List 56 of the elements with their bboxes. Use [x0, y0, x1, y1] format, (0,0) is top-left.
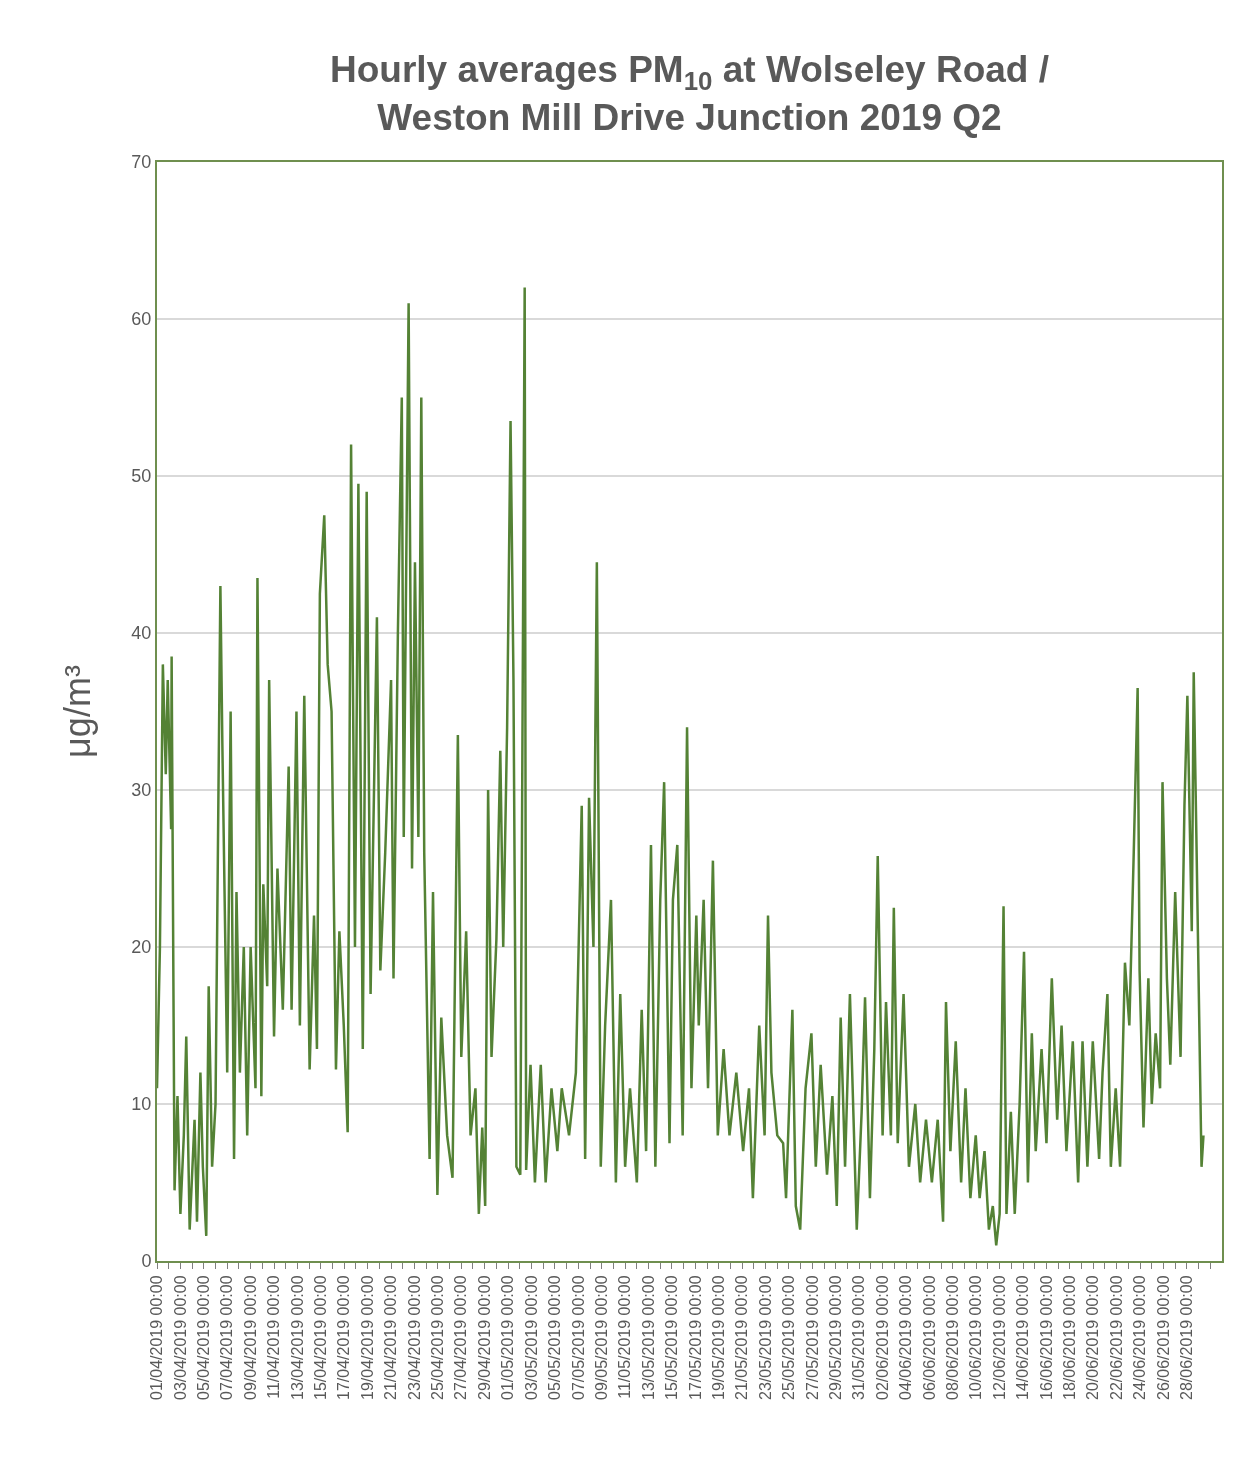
x-tick-label: 16/06/2019 00:00 [1037, 1275, 1055, 1400]
x-tick-label: 28/06/2019 00:00 [1178, 1275, 1196, 1400]
x-tick-label: 26/06/2019 00:00 [1154, 1275, 1172, 1400]
x-tick-label: 19/05/2019 00:00 [709, 1275, 727, 1400]
x-tick-label: 15/04/2019 00:00 [312, 1275, 330, 1400]
x-tick-label: 22/06/2019 00:00 [1107, 1275, 1125, 1400]
x-tick-label: 01/04/2019 00:00 [148, 1275, 166, 1400]
y-tick-label: 60 [131, 309, 152, 330]
x-tick-label: 06/06/2019 00:00 [920, 1275, 938, 1400]
x-tick-label: 25/04/2019 00:00 [429, 1275, 447, 1400]
y-tick-label: 70 [131, 152, 152, 173]
y-tick-label: 10 [131, 1094, 152, 1115]
x-tick-label: 10/06/2019 00:00 [967, 1275, 985, 1400]
x-tick-label: 08/06/2019 00:00 [944, 1275, 962, 1400]
chart-title: Hourly averages PM$_{10}$ at Wolseley Road / Weston Mill Drive Junction 2019 Q2 [329, 49, 1050, 139]
x-tick-label: 09/05/2019 00:00 [592, 1275, 610, 1400]
y-axis-title: μg/m³ [56, 665, 98, 758]
y-tick-label: 50 [131, 466, 152, 487]
x-tick-label: 23/04/2019 00:00 [405, 1275, 423, 1400]
line-series [157, 286, 1205, 1247]
x-tick-label: 11/04/2019 00:00 [265, 1275, 283, 1399]
x-tick-label: 01/05/2019 00:00 [499, 1275, 517, 1400]
x-tick-label: 31/05/2019 00:00 [850, 1275, 868, 1400]
x-tick-label: 18/06/2019 00:00 [1061, 1275, 1079, 1400]
x-tick-label: 25/05/2019 00:00 [780, 1275, 798, 1400]
x-tick-label: 24/06/2019 00:00 [1131, 1275, 1149, 1400]
x-tick-label: 20/06/2019 00:00 [1084, 1275, 1102, 1400]
x-tick-label: 05/04/2019 00:00 [195, 1275, 213, 1400]
x-tick-label: 23/05/2019 00:00 [756, 1275, 774, 1400]
x-tick-label: 17/05/2019 00:00 [686, 1275, 704, 1400]
x-tick-label: 13/04/2019 00:00 [288, 1275, 306, 1400]
x-tick-label: 05/05/2019 00:00 [546, 1275, 564, 1400]
x-tick-label: 15/05/2019 00:00 [663, 1275, 681, 1400]
x-tick-label: 02/06/2019 00:00 [873, 1275, 891, 1400]
x-tick-label: 27/05/2019 00:00 [803, 1275, 821, 1400]
x-tick-label: 21/04/2019 00:00 [382, 1275, 400, 1400]
y-tick-label: 0 [141, 1251, 152, 1272]
x-tick-label: 11/05/2019 00:00 [616, 1275, 634, 1399]
x-tick-label: 29/05/2019 00:00 [826, 1275, 844, 1400]
y-tick-label: 20 [131, 937, 152, 958]
x-tick-label: 19/04/2019 00:00 [358, 1275, 376, 1400]
y-tick-label: 30 [131, 780, 152, 801]
y-tick-label: 40 [131, 623, 152, 644]
x-tick-label: 12/06/2019 00:00 [990, 1275, 1008, 1400]
x-tick-label: 07/05/2019 00:00 [569, 1275, 587, 1400]
x-tick-label: 14/06/2019 00:00 [1014, 1275, 1032, 1400]
x-tick-label: 09/04/2019 00:00 [241, 1275, 259, 1400]
x-tick-label: 04/06/2019 00:00 [897, 1275, 915, 1400]
x-tick-label: 21/05/2019 00:00 [733, 1275, 751, 1400]
x-tick-label: 29/04/2019 00:00 [475, 1275, 493, 1400]
x-tick-label: 07/04/2019 00:00 [218, 1275, 236, 1400]
x-tick-label: 03/04/2019 00:00 [171, 1275, 189, 1400]
x-tick-label: 03/05/2019 00:00 [522, 1275, 540, 1400]
x-tick-label: 13/05/2019 00:00 [639, 1275, 657, 1400]
x-tick-label: 17/04/2019 00:00 [335, 1275, 353, 1400]
x-tick-label: 27/04/2019 00:00 [452, 1275, 470, 1400]
